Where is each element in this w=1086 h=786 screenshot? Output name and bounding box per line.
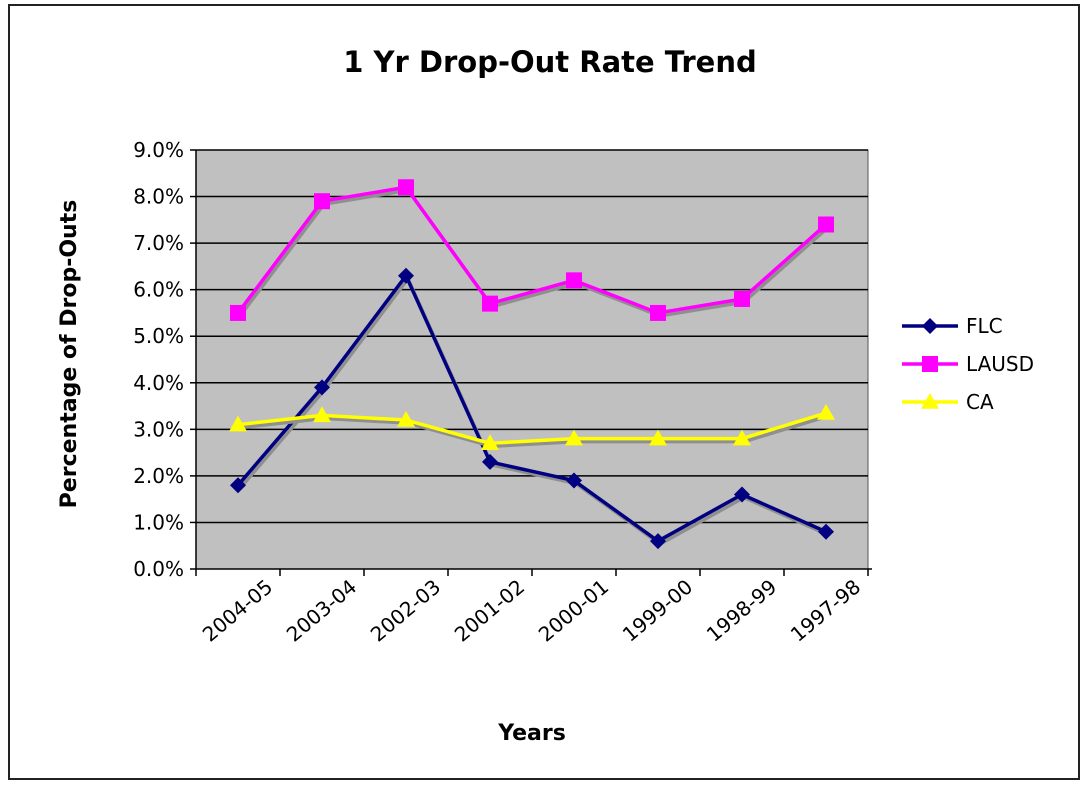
data-point-lausd [314,193,330,210]
series-line-lausd [236,185,828,315]
chart-frame: 1 Yr Drop-Out Rate Trend 0.0% 1.0% 2.0% 3.0… [8,4,1080,780]
y-axis-title: Percentage of Drop-Outs [57,200,82,509]
series-line-flc [236,273,827,543]
data-point-flc [734,486,750,503]
data-point-ca [229,415,247,432]
legend-label-ca: CA [966,390,994,414]
series-shadow-flc [238,276,829,546]
x-tick-label: 2001-02 [450,574,529,646]
chart-title: 1 Yr Drop-Out Rate Trend [343,45,757,79]
data-point-lausd [734,290,750,307]
x-tick-label: 1998-99 [702,574,781,646]
data-point-ca [733,429,751,446]
x-tick-label: 2002-03 [366,574,445,646]
data-point-flc [818,523,834,540]
x-axis-title: Years [497,721,566,746]
x-tick-label: 1999-00 [618,574,697,646]
y-tick-label: 4.0% [133,371,184,395]
data-point-ca [481,434,499,451]
y-tick-label: 7.0% [133,231,184,255]
legend-marker-ca [921,393,939,409]
data-point-flc [482,453,498,470]
data-point-lausd [482,295,498,312]
data-point-flc [398,267,414,284]
y-tick-label: 5.0% [133,324,184,348]
data-point-ca [817,404,835,420]
data-point-ca [313,406,331,423]
legend-label-lausd: LAUSD [966,352,1034,376]
x-tick-label: 1997-98 [786,574,865,646]
legend-label-flc: FLC [966,314,1003,338]
y-tick-label: 6.0% [133,278,184,302]
line-chart: 1 Yr Drop-Out Rate Trend 0.0% 1.0% 2.0% 3.0… [57,45,1034,746]
data-point-flc [314,379,330,396]
data-point-flc [230,477,246,494]
data-point-lausd [566,272,582,289]
plot-area: 0.0% 1.0% 2.0% 3.0% 4.0% 5.0% 6.0% 7.0% 8.0% 9.0%… [133,138,872,647]
x-tick-label: 2000-01 [534,574,613,646]
data-point-lausd [230,304,246,321]
data-point-flc [566,472,582,489]
y-tick-label: 2.0% [133,464,184,488]
legend-marker-lausd [922,356,938,372]
series-shadow-lausd [238,188,830,318]
x-tick-label: 2003-04 [282,574,361,646]
y-tick-label: 1.0% [133,510,184,534]
data-point-ca [649,429,667,446]
data-point-ca [565,429,583,446]
data-point-lausd [398,179,414,196]
data-point-ca [397,411,415,427]
y-tick-label: 8.0% [133,185,184,209]
data-point-lausd [818,216,834,233]
legend-marker-flc [922,318,938,334]
series-line-ca [237,411,827,446]
y-tick-label: 3.0% [133,417,184,441]
data-point-flc [650,533,666,550]
x-tick-label: 2004-05 [198,574,277,646]
y-tick-label: 0.0% [133,557,184,581]
series-shadow-ca [239,414,829,449]
y-tick-label: 9.0% [133,138,184,162]
legend: FLC LAUSD CA [902,314,1034,414]
data-point-lausd [650,304,666,321]
